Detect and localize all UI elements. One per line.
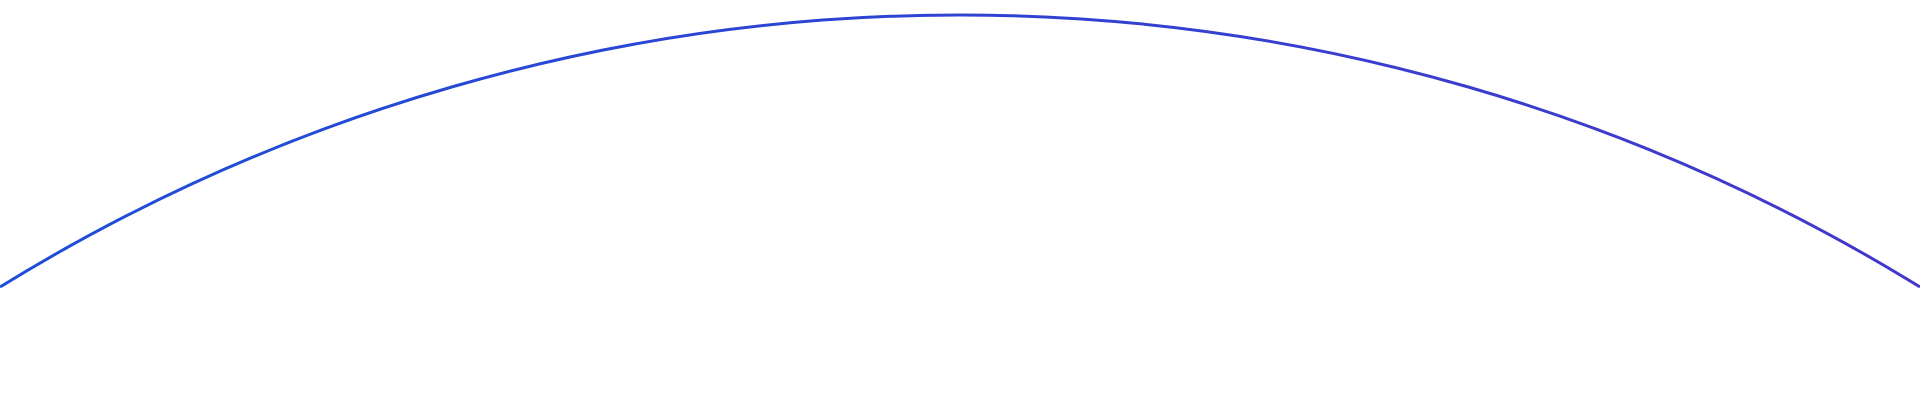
arc-stroke — [0, 13, 1920, 289]
